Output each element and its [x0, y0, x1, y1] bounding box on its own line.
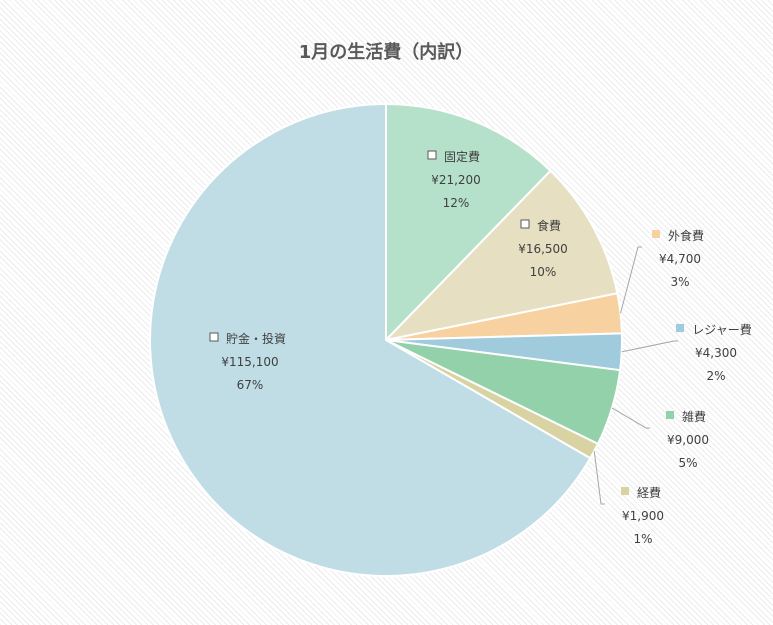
slice-2-legend-key: [520, 219, 530, 229]
slice-1-label: 固定費 ¥21,200 12%: [427, 149, 481, 210]
slice-3-label: 外食費 ¥4,700 3%: [652, 228, 704, 289]
slice-6-legend-key: [621, 487, 629, 495]
slice-2-wedge: [383, 169, 619, 342]
slice-3-value-label: ¥4,700: [659, 252, 701, 266]
pie-slices: [149, 102, 623, 577]
slice-7-label: 貯金・投資 ¥115,100 67%: [209, 331, 286, 392]
chart-title: 1月の生活費（内訳）: [299, 41, 474, 63]
slice-7-wedge: [149, 102, 592, 577]
slice-5-percent-label: 5%: [678, 456, 697, 470]
slice-1-wedge: [385, 102, 552, 343]
slice-6-label: 経費 ¥1,900 1%: [621, 485, 664, 546]
slice-5-leader-line: [611, 407, 650, 429]
slice-4-legend-key: [676, 324, 684, 332]
slice-7-legend-key: [209, 332, 219, 342]
slice-5-name-label: 雑費: [682, 409, 706, 424]
slice-5-legend-key: [666, 411, 674, 419]
slice-3-percent-label: 3%: [670, 275, 689, 289]
slice-1-percent-label: 12%: [443, 196, 470, 210]
slice-2-label: 食費 ¥16,500 10%: [518, 218, 568, 279]
slice-4-name-label: レジャー費: [692, 322, 751, 337]
slice-4-label: レジャー費 ¥4,300 2%: [676, 322, 752, 383]
slice-3-name-label: 外食費: [668, 228, 704, 243]
slice-4-value-label: ¥4,300: [695, 346, 737, 360]
slice-6-value-label: ¥1,900: [622, 509, 664, 523]
slice-7-value-label: ¥115,100: [221, 355, 278, 369]
slice-1-value-label: ¥21,200: [431, 173, 481, 187]
slice-7-percent-label: 67%: [237, 378, 264, 392]
slice-2-value-label: ¥16,500: [518, 242, 568, 256]
slice-4-leader-line: [621, 340, 678, 353]
slice-6-leader-line: [593, 451, 605, 505]
slice-4-percent-label: 2%: [706, 369, 725, 383]
data-labels: 固定費 ¥21,200 12% 食費 ¥16,500 10% 外食費 ¥4,700 3% レジャー…: [209, 149, 752, 546]
slice-2-percent-label: 10%: [530, 265, 557, 279]
slice-6-percent-label: 1%: [633, 532, 652, 546]
slice-5-label: 雑費 ¥9,000 5%: [666, 409, 709, 470]
slice-1-legend-key: [427, 150, 437, 160]
leader-lines: [593, 246, 678, 505]
slice-3-leader-line: [620, 246, 642, 314]
slice-3-legend-key: [652, 230, 660, 238]
slice-1-name-label: 固定費: [444, 149, 480, 164]
slice-5-value-label: ¥9,000: [667, 433, 709, 447]
slice-6-name-label: 経費: [637, 485, 661, 500]
slice-2-name-label: 食費: [537, 218, 561, 233]
slice-7-name-label: 貯金・投資: [226, 331, 286, 346]
